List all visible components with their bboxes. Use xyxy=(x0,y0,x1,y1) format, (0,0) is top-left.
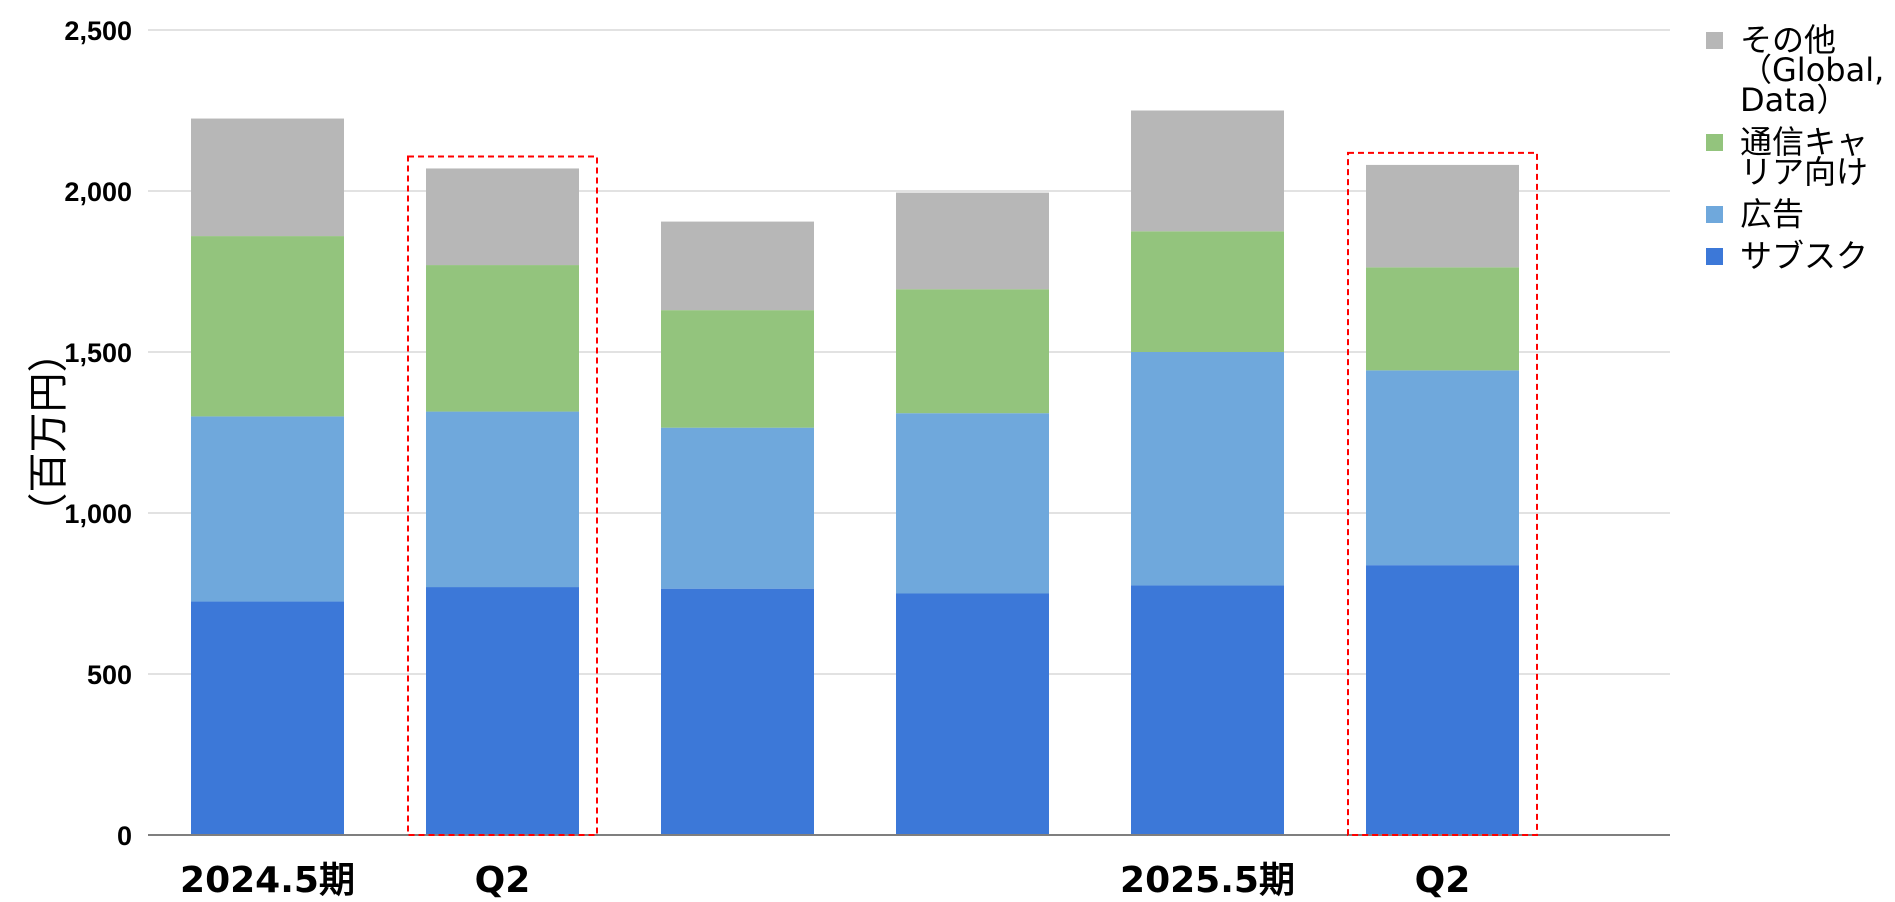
bar-segment-4 xyxy=(896,192,1049,290)
legend-swatch xyxy=(1706,248,1723,265)
bar-segment-1 xyxy=(191,601,344,835)
bar-segment-3 xyxy=(426,265,579,412)
bar-segment-3 xyxy=(191,236,344,417)
y-tick-label: 1,500 xyxy=(64,338,132,368)
bar-segment-3 xyxy=(1131,231,1284,352)
highlight-boxes xyxy=(407,151,1538,836)
legend-entry: 広告 xyxy=(1706,195,1804,233)
y-tick-label: 0 xyxy=(117,821,132,851)
y-tick-label: 2,500 xyxy=(64,16,132,46)
x-tick-labels: 2024.5期 Q2 2025.5期 Q2 xyxy=(180,860,1470,901)
bar-segment-1 xyxy=(896,593,1049,835)
bar-segment-4 xyxy=(1131,110,1284,232)
bar-segment-1 xyxy=(1131,585,1284,835)
bar-segment-2 xyxy=(191,416,344,602)
bar-segment-3 xyxy=(661,310,814,428)
bar-segment-2 xyxy=(1366,370,1519,566)
legend-swatch xyxy=(1706,134,1723,151)
bar-stacks xyxy=(191,110,1519,835)
bar-segment-4 xyxy=(1366,164,1519,268)
legend-swatch xyxy=(1706,32,1723,49)
legend-label: Data） xyxy=(1740,81,1848,119)
bar-segment-2 xyxy=(661,427,814,589)
y-tick-label: 1,000 xyxy=(64,499,132,529)
bar-segment-1 xyxy=(1366,565,1519,835)
bar-segment-2 xyxy=(896,413,1049,594)
legend-label: 通信キャ xyxy=(1740,123,1868,161)
legend-entry: その他（Global,Data） xyxy=(1706,21,1884,119)
y-tick-label: 2,000 xyxy=(64,177,132,207)
bar-segment-4 xyxy=(191,118,344,237)
legend-entry: サブスク xyxy=(1706,237,1868,275)
legend-label: （Global, xyxy=(1740,51,1884,89)
x-tick-label: 2024.5期 xyxy=(180,860,355,901)
y-axis-label: （百万円） xyxy=(26,333,72,533)
legend-swatch xyxy=(1706,206,1723,223)
legend-label: 広告 xyxy=(1740,195,1804,233)
bar-segment-2 xyxy=(426,411,579,588)
bar-segment-1 xyxy=(661,588,814,835)
bar-segment-3 xyxy=(896,289,1049,414)
legend-label: リア向け xyxy=(1740,153,1868,191)
y-tick-labels: 0 500 1,000 1,500 2,000 2,500 xyxy=(64,16,132,851)
legend-label: その他 xyxy=(1740,21,1836,59)
bar-segment-1 xyxy=(426,587,579,835)
bar-segment-4 xyxy=(661,221,814,311)
highlight-box xyxy=(1347,151,1538,836)
bar-segment-3 xyxy=(1366,267,1519,371)
bar-segment-4 xyxy=(426,168,579,266)
y-tick-label: 500 xyxy=(87,660,132,690)
bar-segment-2 xyxy=(1131,352,1284,586)
legend-label: サブスク xyxy=(1740,237,1868,275)
x-tick-label: Q2 xyxy=(1415,860,1471,901)
x-tick-label: Q2 xyxy=(475,860,531,901)
highlight-box xyxy=(407,155,598,836)
x-tick-label: 2025.5期 xyxy=(1120,860,1295,901)
